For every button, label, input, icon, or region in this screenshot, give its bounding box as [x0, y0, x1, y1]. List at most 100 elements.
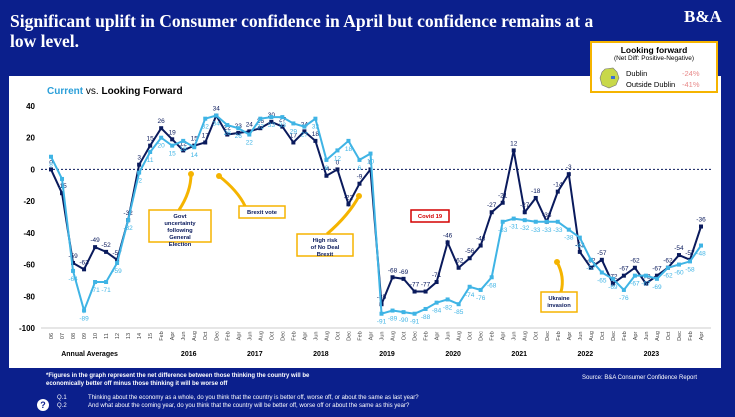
current-point	[159, 126, 164, 131]
current-data-label: 12	[510, 140, 518, 147]
year-label: 2023	[644, 351, 660, 358]
forward-data-label: -69	[652, 284, 662, 291]
forward-point	[687, 259, 692, 264]
annotation-text: High risk	[313, 238, 339, 244]
forward-data-label: -33	[553, 227, 563, 234]
y-tick-label: 40	[26, 102, 35, 111]
current-point	[676, 253, 681, 258]
current-data-label: 12	[180, 140, 188, 147]
x-tick-label: 15	[148, 333, 154, 339]
forward-data-label: -57	[586, 265, 596, 272]
x-tick-label: Oct	[534, 331, 540, 340]
x-tick-label: 09	[82, 333, 88, 339]
current-point	[137, 162, 142, 167]
current-point	[49, 167, 53, 172]
current-point	[203, 140, 208, 145]
current-data-label: -3	[566, 164, 572, 171]
x-tick-label: Apr	[699, 332, 705, 341]
annotation-text: Covid 19	[418, 214, 443, 220]
forward-point	[434, 300, 439, 305]
forward-point	[214, 113, 219, 118]
current-point	[357, 181, 362, 186]
current-point	[313, 138, 318, 143]
legend-dublin-value: -24%	[682, 69, 700, 78]
forward-point	[82, 308, 87, 313]
forward-point	[192, 145, 197, 150]
year-label: 2017	[247, 351, 263, 358]
y-tick-label: -20	[23, 197, 35, 206]
legend-subtitle: (Net Diff: Positive-Negative)	[613, 55, 695, 62]
forward-data-label: 27	[301, 132, 309, 139]
current-data-label: 19	[169, 129, 177, 136]
x-tick-label: Apr	[435, 332, 441, 341]
x-tick-label: 11	[104, 333, 110, 339]
forward-data-label: 33	[279, 122, 287, 129]
current-data-label: 0	[336, 159, 340, 166]
x-tick-label: Aug	[457, 331, 463, 341]
forward-point	[203, 116, 208, 121]
current-data-label: -67	[652, 266, 662, 273]
current-data-label: -57	[597, 250, 607, 257]
current-point	[588, 265, 593, 270]
forward-point	[368, 151, 373, 156]
current-data-label: -67	[619, 266, 629, 273]
x-tick-label: Feb	[556, 331, 562, 340]
help-icon: ?	[37, 399, 49, 411]
forward-point	[401, 310, 406, 315]
current-data-label: -62	[630, 258, 640, 265]
forward-point	[390, 308, 395, 313]
forward-data-label: -43	[575, 243, 585, 250]
x-tick-label: Feb	[159, 331, 165, 340]
legend-title: Looking forward	[620, 45, 688, 55]
forward-point	[49, 154, 53, 159]
x-tick-label: Jun	[247, 332, 253, 341]
x-tick-label: Jun	[578, 332, 584, 341]
current-data-label: -77	[421, 282, 431, 289]
forward-data-label: 34	[213, 121, 221, 128]
forward-data-label: -89	[79, 316, 89, 323]
annotation-text: Ukraine	[548, 296, 570, 302]
forward-point	[280, 115, 285, 120]
current-point	[170, 137, 175, 142]
x-tick-label: Aug	[192, 331, 198, 341]
current-data-label: -62	[454, 258, 464, 265]
annotation-box	[540, 291, 578, 313]
forward-point	[357, 157, 362, 162]
annotation-text: General	[169, 235, 191, 241]
svg-text:Current vs. Lookin: Current vs. Looking Forward	[47, 86, 183, 97]
chart-legend: Looking forward (Net Diff: Positive-Nega…	[590, 41, 718, 93]
x-tick-label: Apr	[567, 332, 573, 341]
current-data-label: -21	[498, 193, 508, 200]
current-point	[258, 126, 263, 131]
x-tick-label: Apr	[368, 332, 374, 341]
x-tick-label: Jun	[446, 332, 452, 341]
forward-point	[489, 275, 494, 280]
current-data-label: -36	[696, 217, 706, 224]
x-tick-label: Feb	[225, 331, 231, 340]
current-data-label: -69	[399, 269, 409, 276]
current-point	[643, 281, 648, 286]
x-tick-label: 14	[137, 333, 143, 339]
footer-note: *Figures in the graph represent the net …	[46, 373, 310, 387]
current-data-label: -62	[663, 258, 673, 265]
line-chart: Current vs. Looking Forward 40200-20-40-…	[19, 86, 711, 358]
x-tick-label: Feb	[622, 331, 628, 340]
current-point	[93, 245, 98, 250]
current-data-label: 26	[257, 118, 265, 125]
forward-data-label: -88	[421, 314, 431, 321]
x-tick-label: Jun	[512, 332, 518, 341]
current-data-label: 26	[158, 118, 166, 125]
current-data-label: -33	[542, 212, 552, 219]
forward-point	[159, 135, 164, 140]
forward-point	[148, 149, 153, 154]
forward-data-label: 10	[367, 159, 375, 166]
current-data-label: 22	[224, 125, 232, 132]
current-data-label: 27	[279, 117, 287, 124]
x-tick-label: Aug	[523, 331, 529, 341]
current-point	[699, 224, 703, 229]
forward-point	[632, 273, 637, 278]
current-data-label: -27	[520, 202, 530, 209]
forward-data-label: -48	[696, 251, 706, 258]
forward-data-label: -71	[90, 287, 100, 294]
chart-title-forward: Looking Forward	[101, 86, 182, 97]
